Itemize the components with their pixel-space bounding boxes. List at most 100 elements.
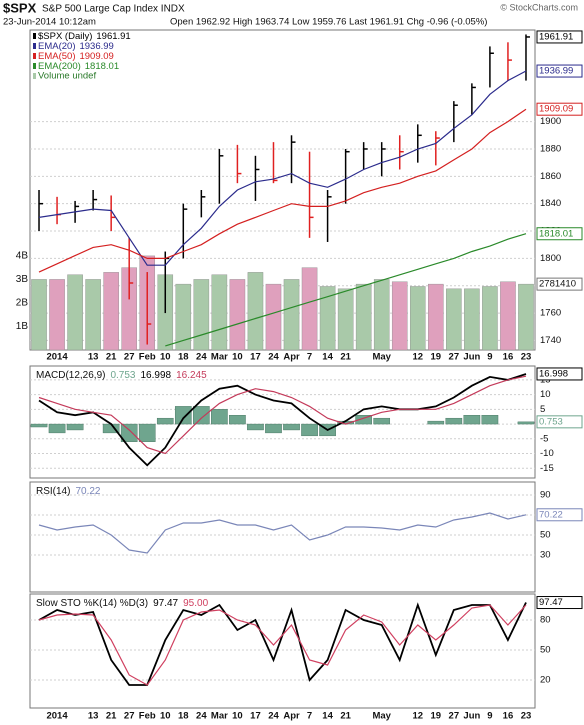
legend-entry: EMA(20) 1936.99 xyxy=(38,41,114,52)
legend-value: 16.998 xyxy=(141,370,172,381)
series-line xyxy=(38,512,527,554)
volume-bar xyxy=(103,272,119,351)
legend-value: 16.245 xyxy=(176,370,207,381)
legend-entry: EMA(200) 1818.01 xyxy=(38,61,119,72)
x-tick-label: Jun xyxy=(463,711,480,722)
volume-bar xyxy=(319,286,336,351)
volume-bar xyxy=(85,279,101,351)
x-tick-label: 13 xyxy=(88,711,99,722)
x-tick-label: 18 xyxy=(178,711,189,722)
y-tick-label: 1840 xyxy=(540,198,561,209)
legend-value: 1961.91 xyxy=(96,31,130,42)
histogram-bar xyxy=(193,406,210,425)
x-tick-label: May xyxy=(372,352,391,363)
last-value-label: 0.753 xyxy=(539,416,563,427)
last-value-label: 70.22 xyxy=(539,509,563,520)
histogram-bar xyxy=(120,423,138,442)
volume-bar xyxy=(265,283,282,351)
x-tick-label: 10 xyxy=(160,711,171,722)
y-tick-label: -10 xyxy=(540,448,554,459)
legend-swatch xyxy=(33,63,36,69)
y-tick-label: 30 xyxy=(540,550,551,561)
y-tick-label: 50 xyxy=(540,645,551,656)
x-tick-label: 21 xyxy=(106,711,117,722)
x-tick-label: 14 xyxy=(322,711,333,722)
histogram-bar xyxy=(138,423,156,442)
x-tick-label: 14 xyxy=(322,352,333,363)
volume-bar xyxy=(175,283,192,351)
last-value-label: 16.998 xyxy=(539,368,568,379)
x-tick-label: 2014 xyxy=(46,352,68,363)
last-value-box xyxy=(536,30,583,44)
legend-entry: $SPX (Daily) 1961.91 xyxy=(38,31,131,42)
volume-bar xyxy=(31,279,47,351)
legend-entry: Volume undef xyxy=(38,71,96,82)
last-value-label: 97.47 xyxy=(539,597,563,608)
x-tick-label: Feb xyxy=(139,711,156,722)
volume-bar xyxy=(409,286,426,351)
volume-tick-label: 2B xyxy=(16,298,29,309)
last-value-box xyxy=(536,227,583,241)
x-tick-label: 24 xyxy=(196,352,207,363)
x-tick-label: 10 xyxy=(232,352,243,363)
x-tick-label: 27 xyxy=(124,711,135,722)
volume-bar xyxy=(247,272,264,351)
subtitle: S&P 500 Large Cap Index INDX xyxy=(42,4,185,15)
y-tick-label: 90 xyxy=(540,490,551,501)
histogram-bar xyxy=(48,423,66,434)
last-value-box xyxy=(536,367,583,381)
x-tick-label: 16 xyxy=(503,352,514,363)
histogram-bar xyxy=(301,423,318,437)
volume-bar xyxy=(283,279,300,351)
x-tick-label: Mar xyxy=(211,711,228,722)
legend-swatch xyxy=(33,53,36,59)
x-tick-label: 7 xyxy=(307,352,312,363)
y-tick-label: -5 xyxy=(540,433,548,444)
histogram-bar xyxy=(427,420,445,425)
last-value-box xyxy=(536,277,583,291)
legend-value: 1818.01 xyxy=(85,61,119,72)
x-tick-label: 16 xyxy=(503,711,514,722)
symbol: $SPX xyxy=(3,0,37,15)
series-line xyxy=(38,373,527,467)
legend-name: $SPX (Daily) xyxy=(38,31,92,42)
x-tick-label: 2014 xyxy=(46,711,68,722)
histogram-bar xyxy=(463,415,481,425)
x-tick-label: 21 xyxy=(340,711,351,722)
x-tick-label: 9 xyxy=(487,352,492,363)
histogram-bar xyxy=(481,415,499,425)
last-value-box xyxy=(536,596,583,610)
legend-swatch xyxy=(33,33,36,39)
y-tick-label: 10 xyxy=(540,389,551,400)
volume-bar xyxy=(518,283,534,351)
volume-bar xyxy=(301,267,318,351)
y-tick-label: 80 xyxy=(540,615,551,626)
legend-value: 0.753 xyxy=(110,370,135,381)
x-tick-label: 12 xyxy=(412,352,423,363)
legend-value: 95.00 xyxy=(183,598,208,609)
volume-tick-label: 4B xyxy=(16,251,29,262)
histogram-bar xyxy=(156,417,174,425)
x-tick-label: 19 xyxy=(431,352,442,363)
volume-bar xyxy=(229,279,246,351)
legend-value: 1909.09 xyxy=(79,51,113,62)
y-tick-label: 20 xyxy=(540,675,551,686)
x-tick-label: May xyxy=(372,711,391,722)
panel-title: Slow STO %K(14) %D(3) xyxy=(36,598,148,609)
x-tick-label: 18 xyxy=(178,352,189,363)
volume-bar xyxy=(355,283,372,351)
legend-entry: EMA(50) 1909.09 xyxy=(38,51,114,62)
volume-last-label: 2781410 xyxy=(539,279,576,290)
x-tick-label: 23 xyxy=(521,711,532,722)
panel-title: MACD(12,26,9) xyxy=(36,370,105,381)
y-tick-label: -15 xyxy=(540,463,554,474)
x-tick-label: 21 xyxy=(106,352,117,363)
histogram-bar xyxy=(30,423,48,428)
x-tick-label: 10 xyxy=(232,711,243,722)
y-tick-label: 1760 xyxy=(540,308,561,319)
y-tick-label: 1880 xyxy=(540,143,561,154)
volume-bar xyxy=(446,288,462,351)
legend-swatch xyxy=(33,73,36,79)
rsi-panel xyxy=(29,481,536,593)
